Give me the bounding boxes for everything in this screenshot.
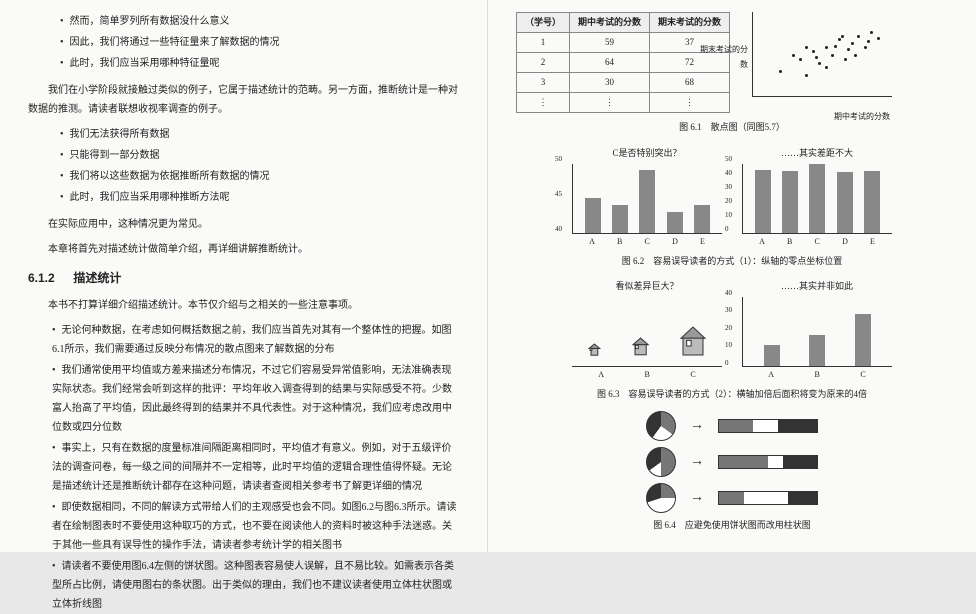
arrow-icon: → (690, 449, 704, 476)
arrow-icon: → (690, 413, 704, 440)
section-number: 6.1.2 (28, 271, 55, 285)
scatter-plot: 期末考试的分数 期中考试的分数 (740, 12, 900, 112)
bullet: 我们通常使用平均值或方差来描述分布情况，不过它们容易受异常值影响，无法准确表现实… (52, 361, 459, 437)
figure-6-3: 看似差异巨大？ ABC ……其实并非如此 010203040 ABC (516, 278, 948, 382)
bullets-3: 无论何种数据，在考虑如何概括数据之前，我们应当首先对其有一个整体性的把握。如图6… (52, 321, 459, 614)
right-page: （学号） 期中考试的分数 期末考试的分数 15937 26472 33068 ⋮… (488, 0, 976, 552)
paragraph: 在实际应用中，这种情况更为常见。 (28, 215, 459, 234)
figure-6-2: C是否特别突出？ 404550 ABCDE ……其实差距不大 010203040… (516, 145, 948, 249)
house-icon (631, 336, 650, 359)
arrow-icon: → (690, 485, 704, 512)
bullet: 然而，简单罗列所有数据没什么意义 (60, 12, 459, 31)
th: （学号） (517, 13, 570, 33)
paragraph: 我们在小学阶段就接触过类似的例子，它属于描述统计的范畴。另一方面，推断统计是一种… (28, 81, 459, 119)
figure-caption: 图 6.2 容易误导读者的方式（1）：纵轴的零点坐标位置 (516, 253, 948, 270)
th: 期末考试的分数 (650, 13, 730, 33)
figure-6-4: → → → (516, 411, 948, 513)
th: 期中考试的分数 (570, 13, 650, 33)
paragraph: 本章将首先对描述统计做简单介绍，再详细讲解推断统计。 (28, 240, 459, 259)
x-axis-label: 期中考试的分数 (834, 109, 890, 124)
section-title: 描述统计 (73, 271, 121, 285)
section-heading: 6.1.2 描述统计 (28, 267, 459, 290)
figure-caption: 图 6.4 应避免使用饼状图而改用柱状图 (516, 517, 948, 534)
bullet: 此时，我们应当采用哪种推断方法呢 (60, 188, 459, 207)
chart-title: ……其实差距不大 (742, 145, 892, 162)
bullet: 因此，我们将通过一些特征量来了解数据的情况 (60, 33, 459, 52)
stacked-bar (718, 455, 818, 469)
house-icon (679, 325, 707, 359)
chart-title: 看似差异巨大？ (572, 278, 722, 295)
score-table: （学号） 期中考试的分数 期末考试的分数 15937 26472 33068 ⋮… (516, 12, 730, 113)
bullets-2: 我们无法获得所有数据 只能得到一部分数据 我们将以这些数据为依据推断所有数据的情… (60, 125, 459, 207)
pie-icon (646, 411, 676, 441)
bullet: 我们将以这些数据为依据推断所有数据的情况 (60, 167, 459, 186)
bullet: 事实上，只有在数据的度量标准间隔距离相同时，平均值才有意义。例如，对于五级评价法… (52, 439, 459, 496)
pie-icon (646, 447, 676, 477)
figure-caption: 图 6.3 容易误导读者的方式（2）：横轴加倍后面积将变为原来的4倍 (516, 386, 948, 403)
chart-title: ……其实并非如此 (742, 278, 892, 295)
bullet: 即使数据相同，不同的解读方式带给人们的主观感受也会不同。如图6.2与图6.3所示… (52, 498, 459, 555)
bullet: 此时，我们应当采用哪种特征量呢 (60, 54, 459, 73)
bullet: 请读者不要使用图6.4左侧的饼状图。这种图表容易使人误解，且不易比较。如需表示各… (52, 557, 459, 614)
chart-title: C是否特别突出？ (572, 145, 722, 162)
stacked-bar (718, 491, 818, 505)
left-page: 然而，简单罗列所有数据没什么意义 因此，我们将通过一些特征量来了解数据的情况 此… (0, 0, 488, 552)
house-icon (587, 342, 602, 359)
bullet: 只能得到一部分数据 (60, 146, 459, 165)
bullet: 无论何种数据，在考虑如何概括数据之前，我们应当首先对其有一个整体性的把握。如图6… (52, 321, 459, 359)
y-axis-label: 期末考试的分数 (700, 42, 748, 72)
bullet: 我们无法获得所有数据 (60, 125, 459, 144)
stacked-bar (718, 419, 818, 433)
bullets-1: 然而，简单罗列所有数据没什么意义 因此，我们将通过一些特征量来了解数据的情况 此… (60, 12, 459, 73)
pie-icon (646, 483, 676, 513)
paragraph: 本书不打算详细介绍描述统计。本节仅介绍与之相关的一些注意事项。 (28, 296, 459, 315)
